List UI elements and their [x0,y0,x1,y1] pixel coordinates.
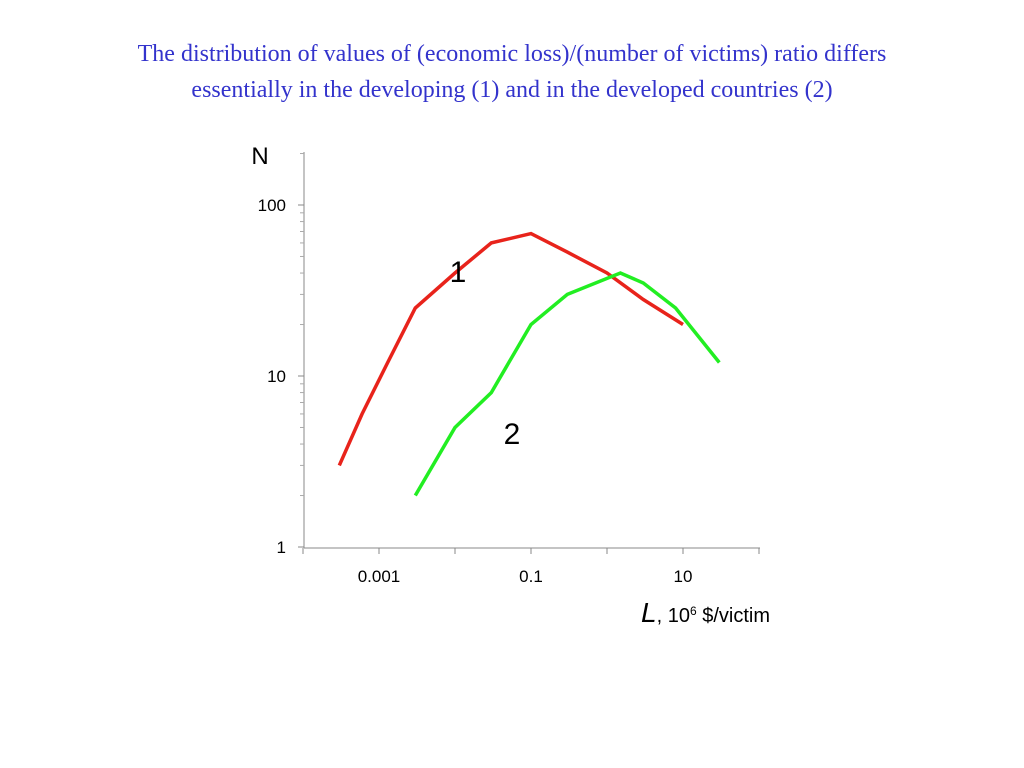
y-minor-ticks [300,153,304,497]
y-tick-label: 1 [277,538,286,557]
series-layer [337,231,721,497]
slide-title: The distribution of values of (economic … [0,36,1024,108]
series-labels: 12 [450,256,521,451]
series-2-line [413,271,721,497]
x-axis-label-symbol: L [641,597,657,628]
x-minor-ticks [302,548,760,554]
series-1-label: 1 [450,256,467,289]
x-axis-label-prefix: , 10 [657,605,690,627]
y-tick-label: 100 [258,196,286,215]
x-tick-label: 0.001 [358,567,401,586]
x-tick-labels: 0.001 0.1 10 [358,567,693,586]
x-axis-label-exponent: 6 [690,604,697,618]
y-axis-label: N [251,143,268,170]
slide-title-line-1: The distribution of values of (economic … [137,41,887,67]
slide-title-line-2: essentially in the developing (1) and in… [191,77,833,103]
y-tick-label: 10 [267,367,286,386]
x-tick-label: 0.1 [519,567,543,586]
x-tick-label: 10 [674,567,693,586]
x-axis-label-suffix: $/victim [697,605,770,627]
series-2-label: 2 [504,418,521,451]
y-tick-labels: 1 10 100 [258,196,304,557]
x-axis-label: L, 106 $/victim [641,597,770,628]
series-1-line [337,231,684,467]
